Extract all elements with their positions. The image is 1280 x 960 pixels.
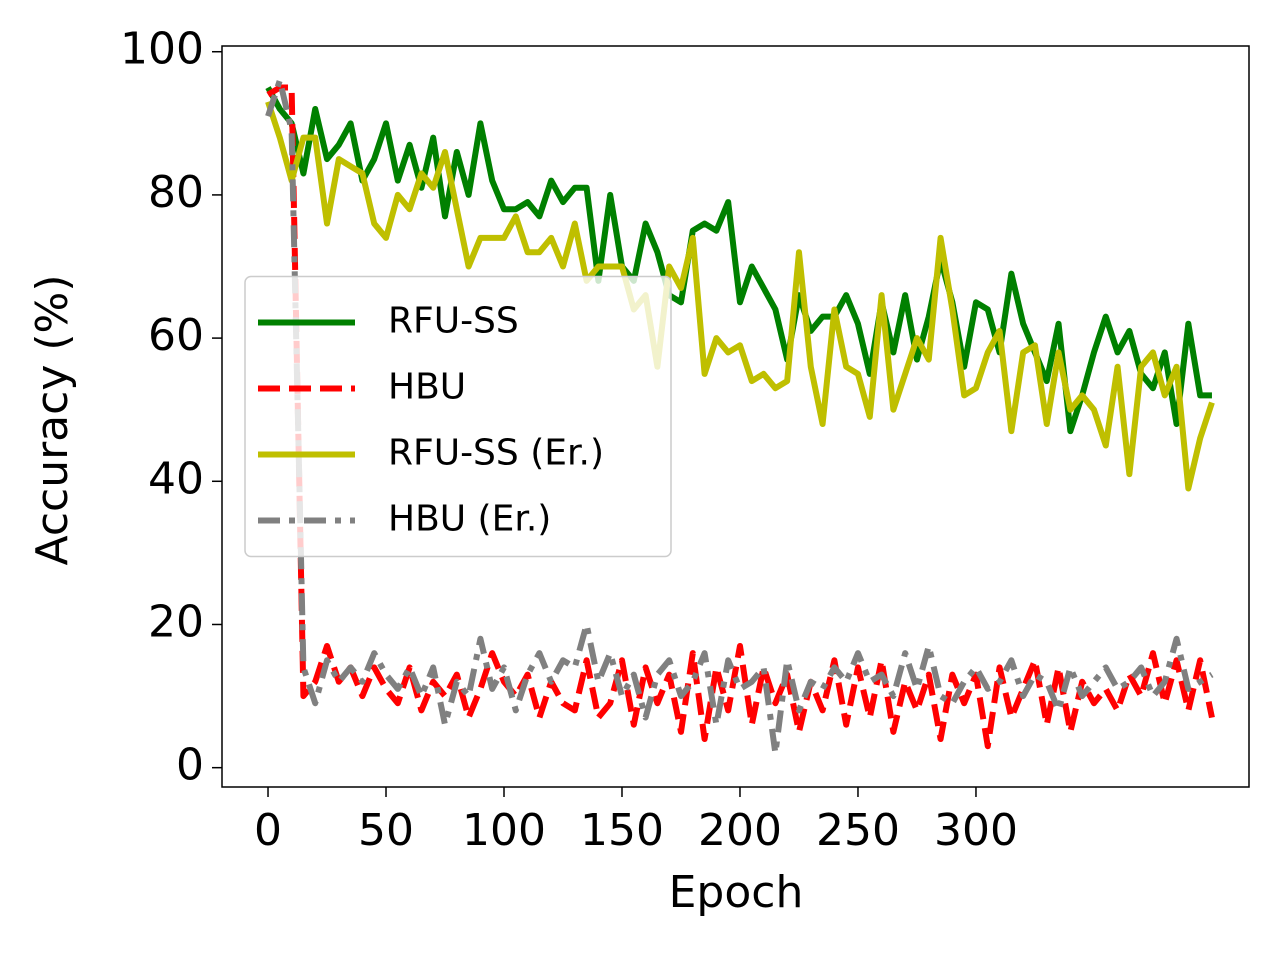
x-tick-label: 250 xyxy=(816,805,900,856)
x-axis-label: Epoch xyxy=(669,867,804,918)
y-tick-label: 20 xyxy=(148,596,204,647)
y-tick-label: 100 xyxy=(120,24,204,75)
y-tick-label: 80 xyxy=(148,167,204,218)
legend: RFU-SS HBU RFU-SS (Er.) HBU (Er.) xyxy=(244,275,672,558)
series-line xyxy=(266,84,1215,750)
x-tick-label: 150 xyxy=(580,805,664,856)
plot-frame xyxy=(221,45,1250,788)
series-line xyxy=(265,100,1215,492)
legend-label: RFU-SS (Er.) xyxy=(388,433,604,474)
legend-label: HBU xyxy=(388,367,466,408)
y-tick-label: 40 xyxy=(148,453,204,504)
x-tick-label: 0 xyxy=(254,805,282,856)
y-axis-label: Accuracy (%) xyxy=(27,274,78,565)
series-line xyxy=(265,86,1212,435)
series-line xyxy=(265,77,1214,757)
legend-frame xyxy=(244,275,672,558)
y-tick-label: 60 xyxy=(148,310,204,361)
x-tick-label: 50 xyxy=(358,805,414,856)
x-tick-label: 100 xyxy=(462,805,546,856)
legend-label: HBU (Er.) xyxy=(388,499,551,540)
x-tick-label: 200 xyxy=(698,805,782,856)
y-tick-label: 0 xyxy=(176,740,204,791)
x-tick-label: 300 xyxy=(934,805,1018,856)
legend-label: RFU-SS xyxy=(388,301,519,342)
